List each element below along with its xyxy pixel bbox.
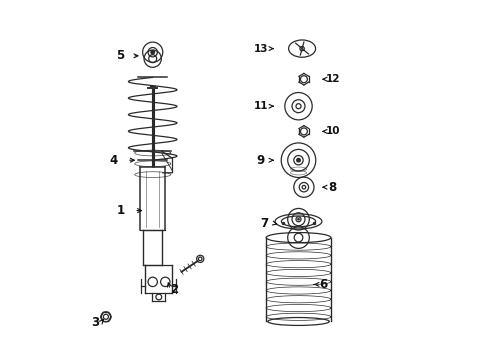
Text: 13: 13 — [253, 44, 267, 54]
Text: 6: 6 — [319, 278, 327, 291]
Text: 3: 3 — [91, 316, 99, 329]
Text: 4: 4 — [109, 154, 117, 167]
Circle shape — [151, 50, 154, 54]
Text: 11: 11 — [253, 101, 267, 111]
Text: 10: 10 — [325, 126, 339, 136]
Text: 1: 1 — [116, 204, 124, 217]
Circle shape — [297, 219, 299, 220]
Text: 5: 5 — [116, 49, 124, 62]
Text: 7: 7 — [260, 217, 268, 230]
Text: 9: 9 — [256, 154, 264, 167]
Text: 12: 12 — [325, 74, 339, 84]
Circle shape — [296, 158, 300, 162]
Text: 8: 8 — [328, 181, 336, 194]
Text: 2: 2 — [170, 283, 178, 296]
